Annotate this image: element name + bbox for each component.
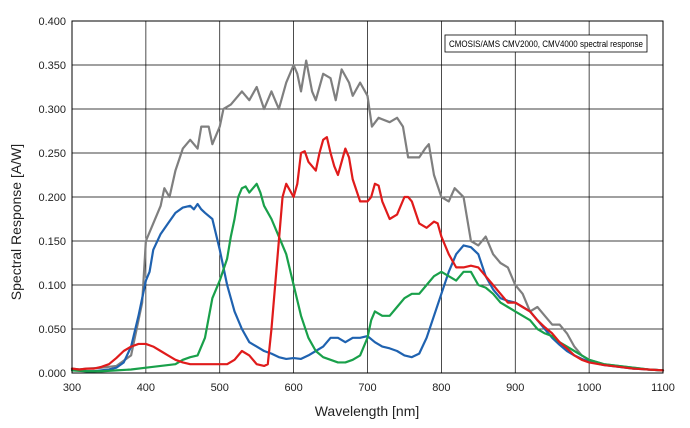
- y-tick-label: 0.400: [38, 16, 66, 28]
- y-tick-label: 0.350: [38, 60, 66, 72]
- legend-box: CMOSIS/AMS CMV2000, CMV4000 spectral res…: [444, 34, 648, 53]
- y-tick-label: 0.050: [38, 324, 66, 336]
- x-tick-label: 1100: [651, 382, 675, 394]
- series-line-1: [70, 59, 665, 372]
- x-tick-label: 900: [506, 382, 524, 394]
- series-layer: [70, 59, 665, 373]
- y-tick-label: 0.150: [38, 236, 66, 248]
- y-tick-label: 0.100: [38, 280, 66, 292]
- y-tick-labels: 0.000 0.050 0.100 0.150 0.200 0.250 0.300 0.350…: [38, 16, 66, 380]
- x-tick-label: 800: [432, 382, 450, 394]
- y-tick-label: 0.300: [38, 104, 66, 116]
- legend-frame: [444, 34, 648, 53]
- y-tick-label: 0.250: [38, 148, 66, 160]
- plot-frame: [71, 20, 664, 374]
- series-line-3: [70, 182, 665, 373]
- x-tick-label: 1000: [577, 382, 601, 394]
- x-tick-labels: 300 400 500 600 700 800 900 1000 1100: [63, 382, 675, 394]
- series-line-4: [70, 136, 665, 372]
- x-tick-label: 400: [137, 382, 155, 394]
- x-tick-label: 700: [358, 382, 376, 394]
- x-tick-label: 300: [63, 382, 81, 394]
- y-tick-label: 0.200: [38, 192, 66, 204]
- legend-text: CMOSIS/AMS CMV2000, CMV4000 spectral res…: [449, 39, 643, 49]
- x-tick-label: 600: [284, 382, 302, 394]
- y-tick-label: 0.000: [38, 368, 66, 380]
- y-axis-label: Spectral Response [A/W]: [8, 144, 24, 300]
- x-tick-label: 500: [211, 382, 229, 394]
- x-axis-label: Wavelength [nm]: [315, 403, 420, 419]
